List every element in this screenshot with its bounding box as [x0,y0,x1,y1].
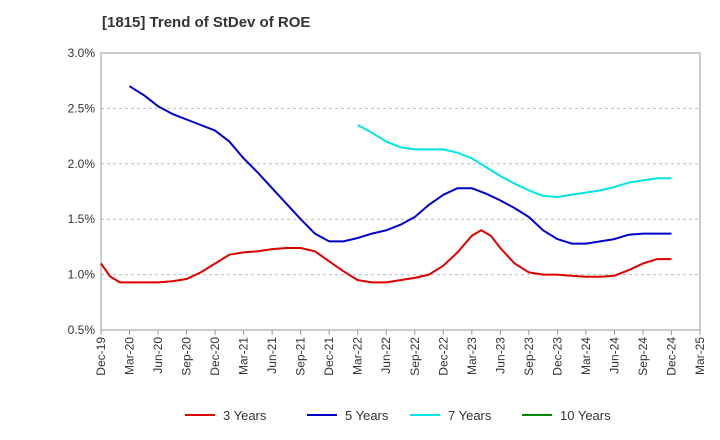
x-tick-label: Sep-23 [522,337,536,376]
x-tick-label: Jun-20 [151,337,165,374]
series-layer [100,85,672,284]
x-tick-label: Mar-25 [693,337,707,375]
x-tick-label: Sep-24 [636,337,650,376]
series-line-7-years [357,124,672,198]
y-tick-label: 1.0% [68,268,96,282]
series-line-5-years [128,85,672,245]
x-tick-label: Jun-23 [493,337,507,374]
x-tick-label: Dec-23 [550,337,564,376]
legend-layer: 3 Years 5 Years 7 Years 10 Years [185,408,611,423]
x-tick-label: Mar-21 [237,337,251,375]
x-tick-label: Dec-22 [436,337,450,376]
legend-label: 10 Years [560,408,611,423]
x-tick-label: Mar-20 [123,337,137,375]
legend-label: 5 Years [345,408,389,423]
y-tick-label: 1.5% [68,212,96,226]
series-line-3-years [100,229,672,284]
y-tick-label: 2.5% [68,101,96,115]
legend-label: 3 Years [223,408,267,423]
x-tick-label: Dec-21 [322,337,336,376]
x-tick-label: Mar-24 [579,337,593,375]
x-tick-label: Dec-20 [208,337,222,376]
x-tick-label: Mar-23 [465,337,479,375]
chart-title: [1815] Trend of StDev of ROE [102,14,311,31]
x-tick-label: Sep-22 [408,337,422,376]
y-tick-label: 2.0% [68,157,96,171]
x-tick-label: Mar-22 [351,337,365,375]
x-tick-label: Jun-24 [607,337,621,374]
x-tick-label: Dec-24 [664,337,678,376]
y-tick-label: 3.0% [68,46,96,60]
x-tick-label: Sep-21 [294,337,308,376]
plot-frame [100,52,701,331]
legend-label: 7 Years [448,408,492,423]
x-tick-label: Jun-21 [265,337,279,374]
grid-layer [101,52,700,331]
y-tick-label: 0.5% [68,323,96,337]
x-tick-label: Jun-22 [379,337,393,374]
x-tick-label: Dec-19 [94,337,108,376]
x-tick-label: Sep-20 [180,337,194,376]
axis-layer: 0.5% 1.0% 1.5% 2.0% 2.5% 3.0% Dec-19 Mar-20 Jun-… [68,46,707,376]
